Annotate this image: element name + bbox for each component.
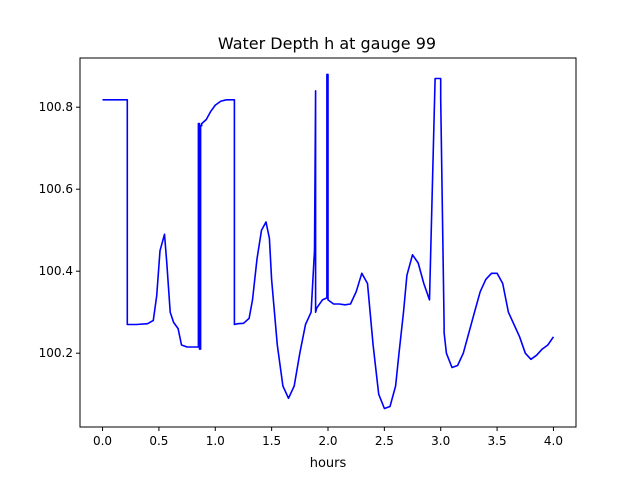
x-tick-label: 2.0 <box>318 434 337 448</box>
x-tick-label: 1.0 <box>206 434 225 448</box>
x-tick-label: 4.0 <box>544 434 563 448</box>
x-tick-label: 3.0 <box>431 434 450 448</box>
series-layer <box>102 73 555 410</box>
x-axis-label: hours <box>310 456 347 471</box>
x-tick-label: 3.5 <box>488 434 507 448</box>
y-tick-label: 100.8 <box>39 100 73 114</box>
chart-title: Water Depth h at gauge 99 <box>218 34 436 53</box>
y-tick-label: 100.2 <box>39 346 73 360</box>
x-tick-label: 0.5 <box>149 434 168 448</box>
y-axis-ticks: 100.2 100.4 100.6 100.8 <box>39 100 80 360</box>
x-axis-ticks: 0.0 0.5 1.0 1.5 2.0 2.5 3.0 3.5 4.0 <box>93 427 563 448</box>
series-line-0 <box>102 73 555 410</box>
y-tick-label: 100.6 <box>39 182 73 196</box>
y-tick-label: 100.4 <box>39 264 73 278</box>
x-tick-label: 2.5 <box>375 434 394 448</box>
x-tick-label: 0.0 <box>93 434 112 448</box>
x-tick-label: 1.5 <box>262 434 281 448</box>
